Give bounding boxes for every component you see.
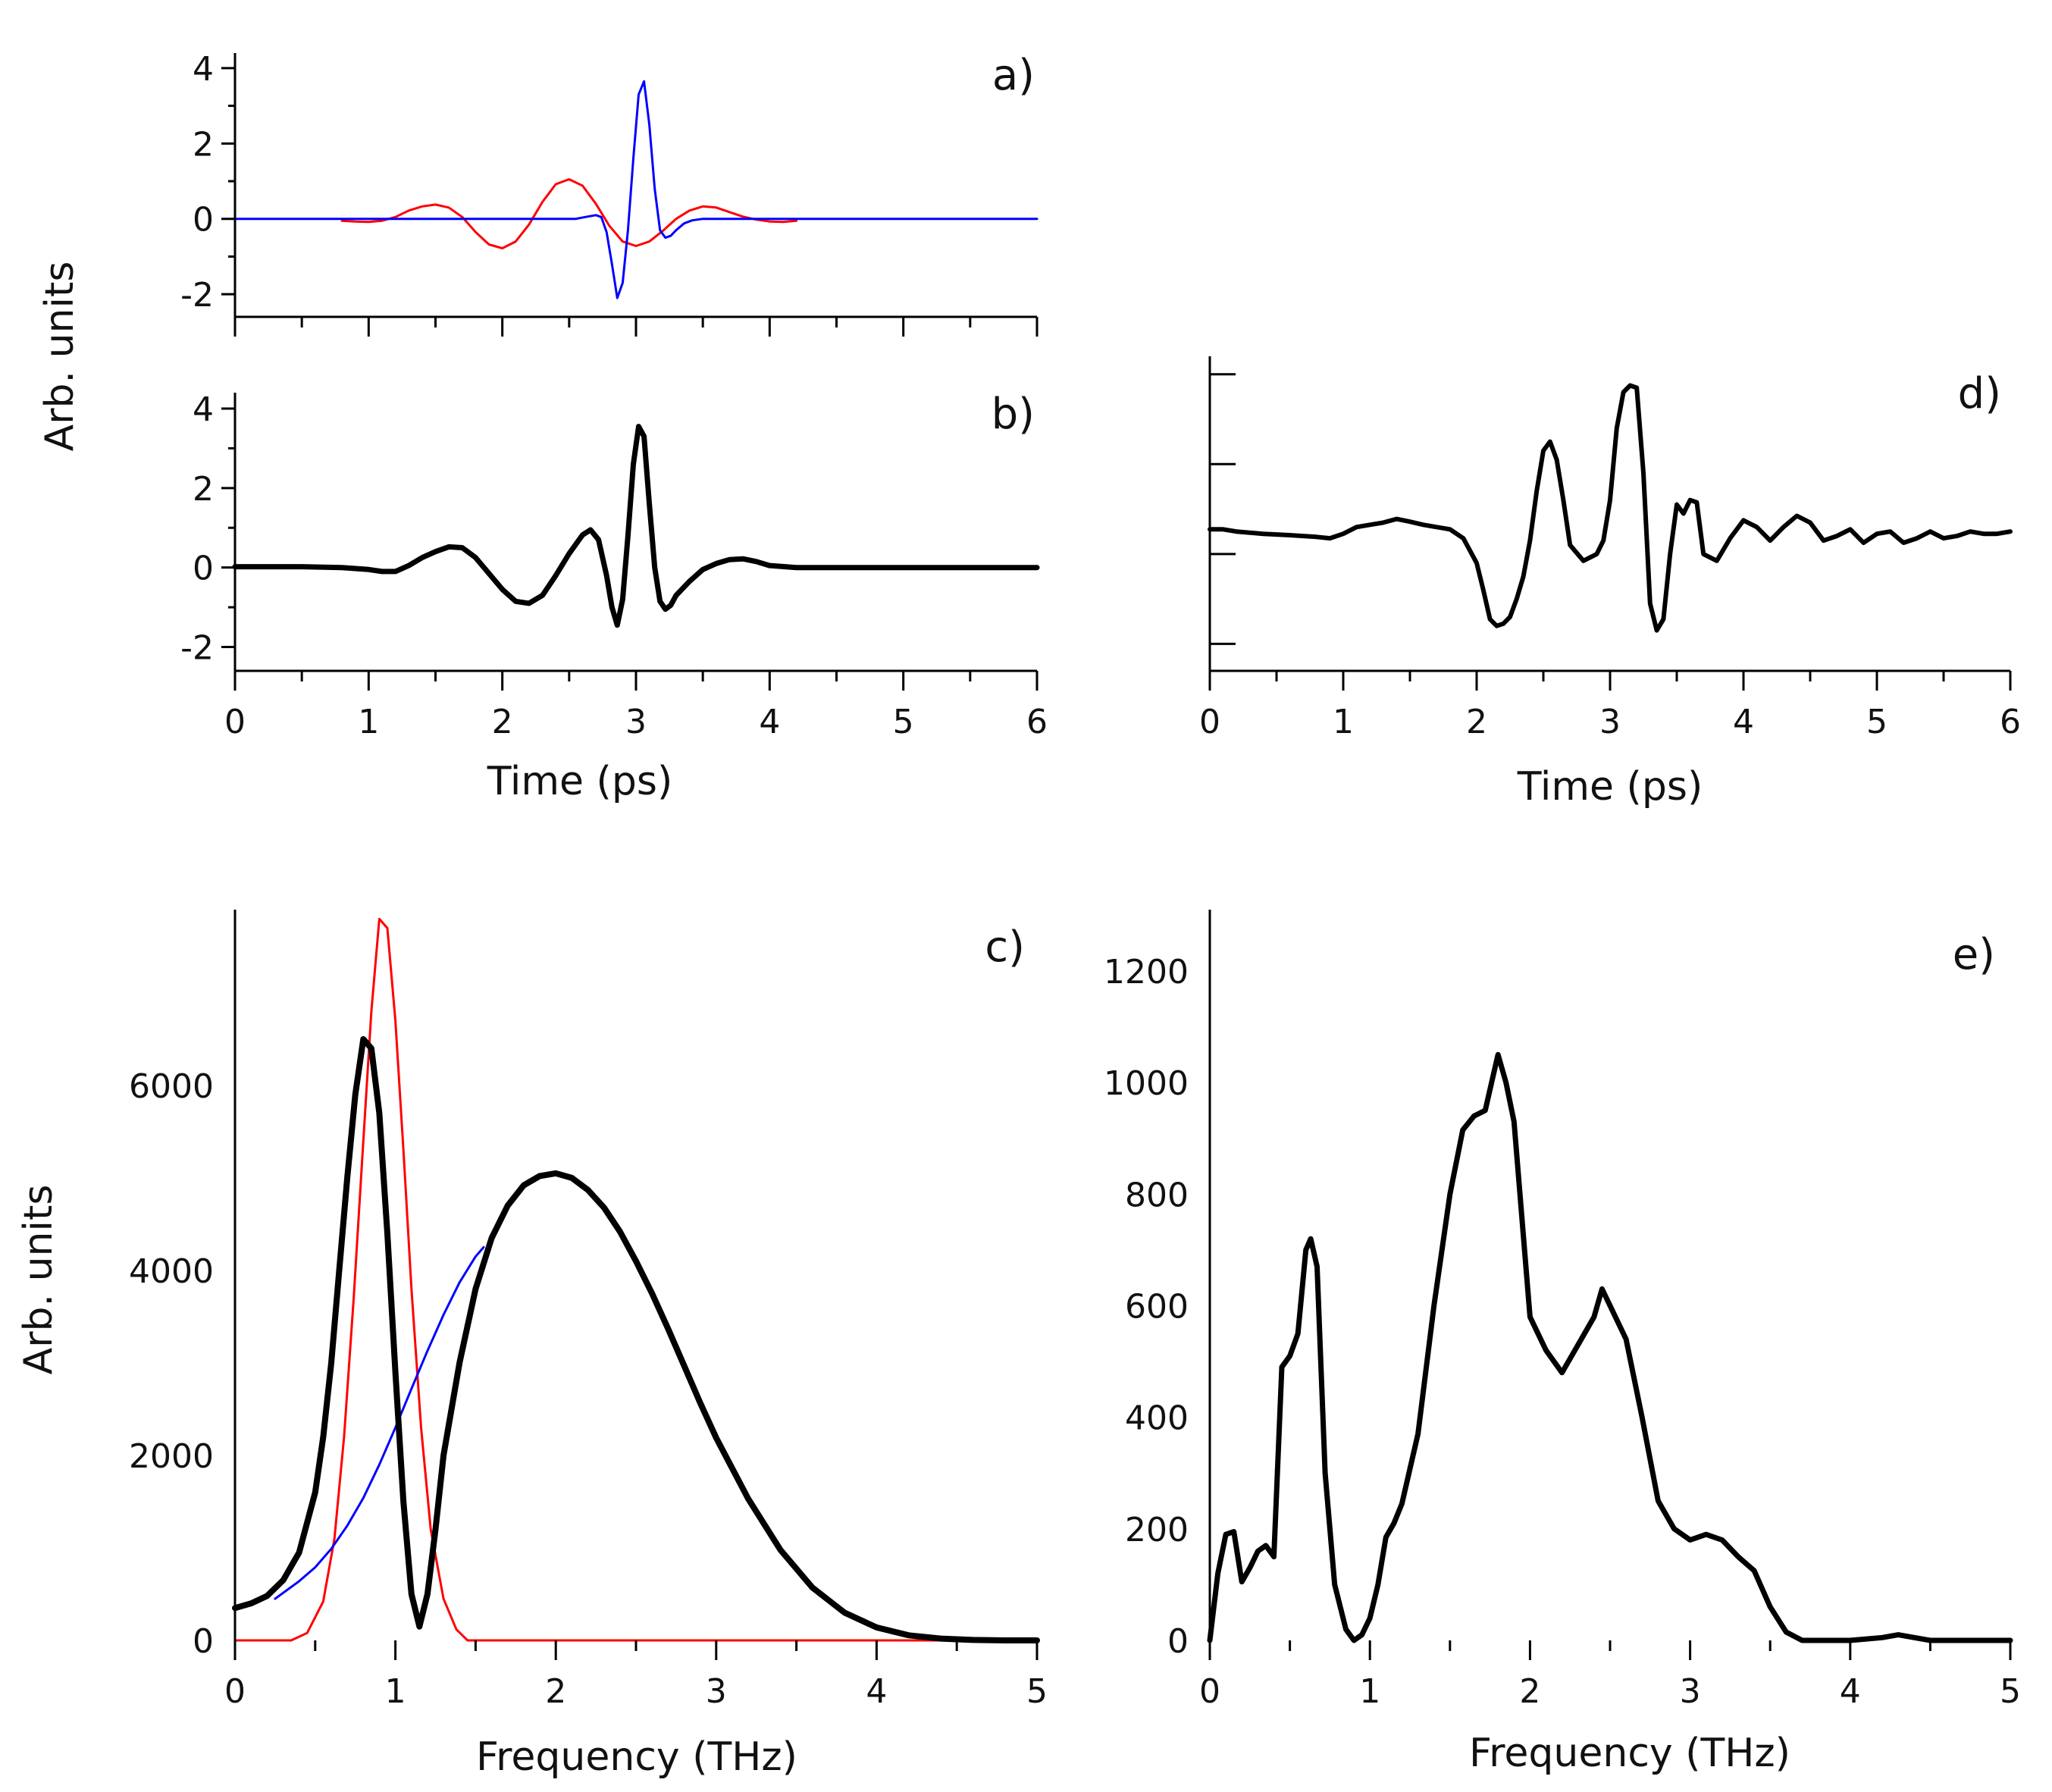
panel-c-x-tick-label: 2 [545,1672,566,1711]
panel-d-series-measured-line [1208,383,2013,633]
panel-c-y-tick-label: 4000 [129,1252,214,1291]
panel-a: -2 0 2 4 a) [180,50,1039,337]
panel-a-series-red-line [340,178,798,249]
panel-e-y-tick-label: 800 [1125,1176,1189,1214]
panel-e-series-measured-spectrum-line [1207,1051,2013,1643]
panel-e-y-tick-label: 1200 [1104,953,1189,992]
panel-c-x-tick-label: 4 [866,1672,887,1711]
panel-b-x-tick-label: 4 [759,703,780,741]
panel-label-b: b) [992,390,1035,439]
panel-b-y-tick-label: 4 [193,390,214,429]
panel-c-y-tick-label: 2000 [129,1437,214,1476]
panel-a-y-tick-label: 0 [193,201,214,240]
panel-d: 0 1 2 3 4 5 6 d) Time (ps) [1199,356,2021,810]
panel-e-x-tick-label: 3 [1680,1672,1701,1711]
panel-c-x-tick-label: 3 [706,1672,727,1711]
panel-c: 0 1 2 3 4 5 0 2000 4000 6000 c) Frequency (THz) [129,910,1048,1780]
panel-e-x-axis-title: Frequency (THz) [1469,1731,1790,1776]
panel-c-y-axis-title: Arb. units [16,1185,61,1375]
panel-d-x-tick-label: 5 [1866,703,1888,741]
panel-label-c: c) [985,923,1025,972]
panel-d-x-tick-label: 6 [2000,703,2021,741]
panel-b-x-tick-label: 6 [1026,703,1048,741]
panel-b-x-tick-label: 2 [492,703,513,741]
panel-a-y-tick-label: 4 [193,50,214,89]
panel-c-series-blue-line [274,1245,485,1600]
panel-e-y-tick-label: 200 [1125,1511,1189,1549]
panel-d-x-tick-label: 0 [1199,703,1220,741]
panel-d-x-tick-label: 4 [1733,703,1754,741]
panel-e-x-tick-label: 2 [1519,1672,1540,1711]
panel-label-a: a) [992,51,1035,100]
panel-c-series-red-line [233,917,942,1642]
panel-b-series-sum-line [232,424,1040,628]
panel-b-x-tick-label: 0 [224,703,246,741]
panel-c-x-tick-label: 5 [1026,1672,1048,1711]
panel-b-y-tick-label: 2 [193,470,214,509]
panel-c-x-axis-title: Frequency (THz) [476,1734,797,1780]
panel-a-series-blue-line [233,80,1039,299]
panel-c-y-tick-label: 0 [193,1622,214,1661]
panel-b-x-tick-label: 3 [625,703,647,741]
panel-b: 0 1 2 3 4 5 6 -2 0 2 4 b) Time (ps) [180,390,1048,804]
panel-e-y-tick-label: 1000 [1104,1064,1189,1103]
panel-e-y-tick-label: 0 [1167,1622,1189,1661]
panel-b-x-tick-label: 5 [893,703,914,741]
panel-d-x-tick-label: 1 [1333,703,1354,741]
panel-c-x-tick-label: 1 [385,1672,406,1711]
panel-e-x-tick-label: 5 [2000,1672,2021,1711]
panel-d-x-tick-label: 3 [1599,703,1621,741]
panel-a-y-tick-label: 2 [193,125,214,164]
panel-e-x-tick-label: 4 [1840,1672,1861,1711]
panel-e-x-tick-label: 1 [1359,1672,1380,1711]
panel-c-x-tick-label: 0 [224,1672,246,1711]
panel-d-x-axis-title: Time (ps) [1517,764,1703,810]
panel-c-series-sum-line [232,1035,1040,1643]
panel-b-y-tick-label: 0 [193,550,214,588]
panel-a-y-tick-label: -2 [180,276,214,315]
panel-b-x-axis-title: Time (ps) [487,759,672,804]
panel-c-y-tick-label: 6000 [129,1067,214,1106]
panel-e-y-tick-label: 400 [1125,1399,1189,1438]
panel-b-x-tick-label: 1 [358,703,379,741]
panel-e-x-tick-label: 0 [1199,1672,1220,1711]
panel-b-y-tick-label: -2 [180,629,214,668]
panel-e: 0 1 2 3 4 5 0 200 400 600 800 1000 1200 e) Frequency… [1104,910,2021,1776]
panel-label-d: d) [1958,369,2001,418]
panel-e-y-tick-label: 600 [1125,1287,1189,1326]
panel-label-e: e) [1953,930,1995,979]
panel-d-x-tick-label: 2 [1466,703,1487,741]
panels-ab-y-axis-title: Arb. units [37,262,83,452]
